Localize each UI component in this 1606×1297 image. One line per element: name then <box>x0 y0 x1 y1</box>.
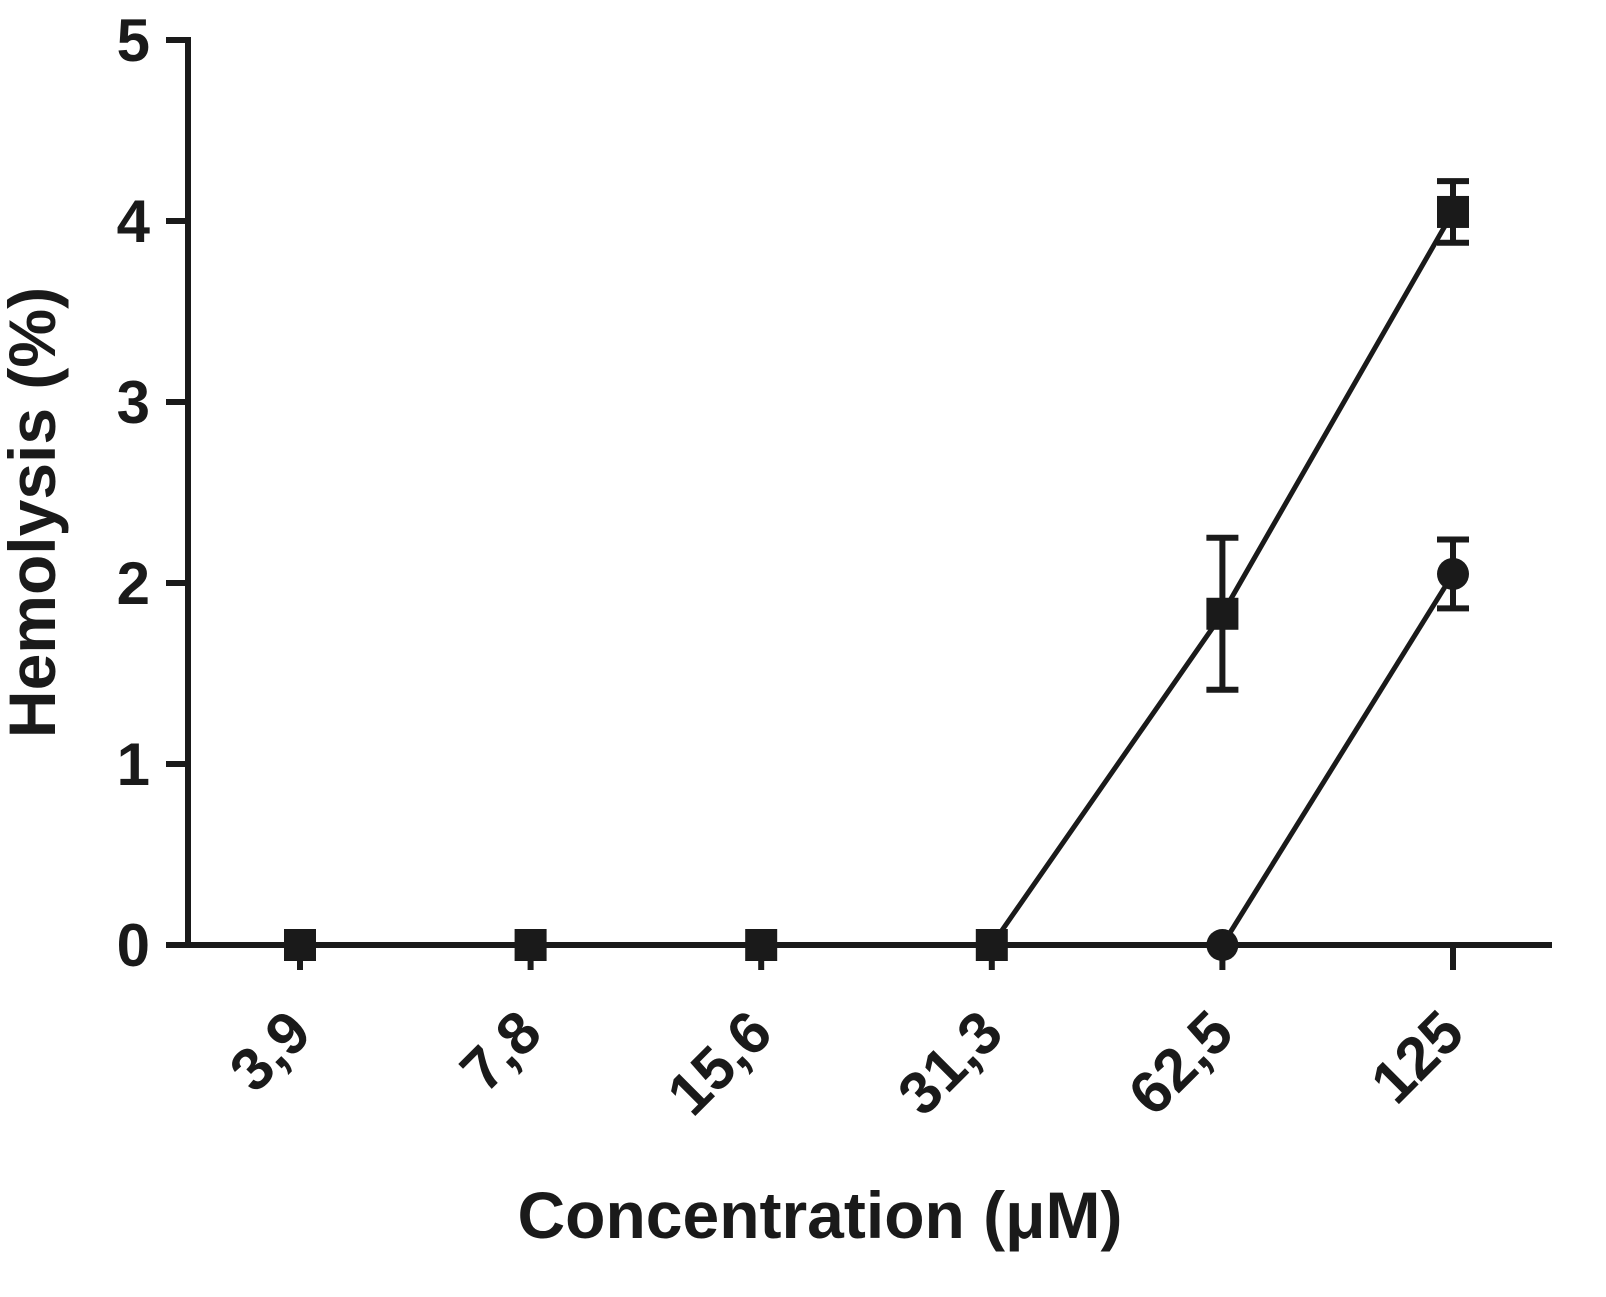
data-point-square <box>1206 597 1239 630</box>
data-point-square <box>1437 195 1469 228</box>
data-point-circle <box>1437 557 1469 590</box>
x-axis-title: Concentration (μM) <box>518 1178 1123 1252</box>
series-circle <box>1206 536 1469 961</box>
x-tick-label: 3,9 <box>217 998 323 1104</box>
data-point-square <box>975 929 1008 961</box>
data-point-square <box>284 929 316 961</box>
axes <box>185 37 1552 948</box>
series-square <box>284 178 1469 961</box>
data-point-square <box>514 929 547 961</box>
data-point-square <box>745 929 778 961</box>
y-tick-label: 2 <box>117 550 150 617</box>
y-tick-label: 4 <box>117 188 151 255</box>
series-line <box>1220 572 1456 947</box>
y-ticks: 0 1 2 3 4 5 <box>117 7 188 979</box>
x-tick-label: 7,8 <box>447 998 553 1104</box>
y-axis-title: Hemolysis (%) <box>0 287 69 738</box>
x-tick-label: 31,3 <box>885 998 1015 1128</box>
data-point-circle <box>1206 929 1239 961</box>
series-layer <box>284 178 1469 961</box>
y-tick-label: 1 <box>117 731 150 798</box>
y-tick-label: 5 <box>117 7 150 74</box>
x-ticks: 3,9 7,8 15,6 31,3 62,5 125 <box>217 945 1476 1128</box>
x-tick-label: 62,5 <box>1116 998 1246 1128</box>
x-tick-label: 15,6 <box>654 998 784 1128</box>
series-line <box>300 210 1456 948</box>
y-tick-label: 3 <box>117 369 150 436</box>
y-tick-label: 0 <box>117 912 150 979</box>
x-tick-label: 125 <box>1358 998 1476 1116</box>
